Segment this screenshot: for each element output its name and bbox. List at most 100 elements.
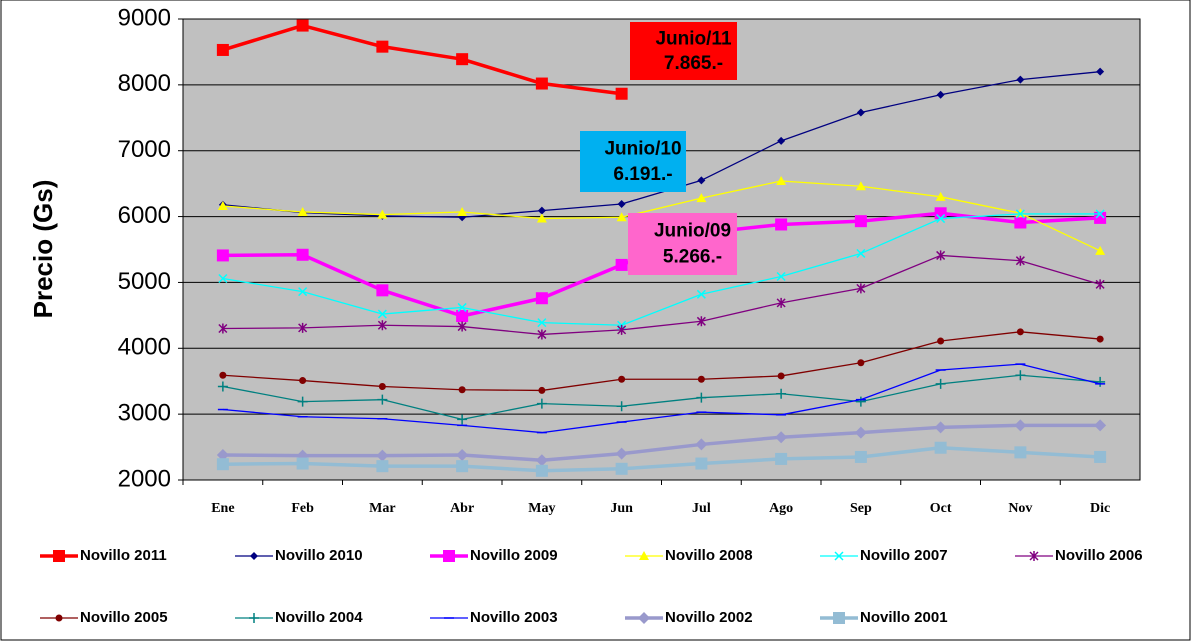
- y-tick-label: 9000: [118, 4, 171, 31]
- marker: [776, 271, 786, 282]
- marker: [535, 77, 548, 90]
- marker: [298, 322, 308, 333]
- marker: [856, 108, 865, 117]
- marker: [55, 614, 63, 622]
- legend-label: Novillo 2008: [665, 547, 753, 564]
- legend-label: Novillo 2011: [80, 547, 167, 564]
- marker: [1014, 446, 1027, 459]
- marker: [376, 449, 389, 462]
- y-tick-label: 3000: [118, 399, 171, 426]
- marker: [1094, 419, 1107, 432]
- marker: [457, 321, 467, 332]
- marker: [854, 450, 867, 463]
- series: [216, 19, 628, 100]
- x-tick-label: Ene: [211, 501, 234, 516]
- marker: [376, 460, 389, 473]
- series-line: [222, 423, 1101, 462]
- marker: [535, 292, 548, 305]
- series: [218, 250, 1105, 340]
- marker: [617, 324, 627, 335]
- marker: [377, 320, 387, 331]
- marker: [856, 283, 866, 294]
- series-line: [222, 363, 1101, 434]
- x-tick-label: Ago: [769, 501, 793, 516]
- marker: [639, 551, 649, 560]
- series-line: [222, 180, 1101, 252]
- marker: [1014, 216, 1027, 229]
- marker: [937, 337, 945, 345]
- series: [216, 441, 1107, 477]
- marker: [775, 431, 788, 444]
- series: [217, 176, 1106, 255]
- series: [217, 370, 1106, 425]
- marker: [1014, 419, 1027, 432]
- marker: [216, 458, 229, 471]
- marker: [298, 287, 308, 297]
- marker: [1029, 551, 1039, 561]
- legend-label: Novillo 2004: [275, 609, 363, 626]
- y-tick-label: 6000: [118, 202, 171, 229]
- marker: [615, 258, 628, 271]
- marker: [695, 457, 708, 470]
- marker: [536, 398, 547, 409]
- series-line: [222, 374, 1101, 421]
- series-line: [222, 71, 1101, 218]
- marker: [777, 372, 785, 380]
- marker: [695, 438, 708, 451]
- marker: [854, 215, 867, 228]
- y-tick-label: 4000: [118, 334, 171, 361]
- series-line: [222, 23, 622, 96]
- x-tick-label: Dic: [1090, 501, 1110, 516]
- series: [219, 328, 1104, 394]
- marker: [616, 212, 627, 222]
- marker: [855, 396, 866, 407]
- annotation-text: Junio/11: [655, 28, 731, 49]
- marker: [297, 206, 308, 216]
- marker: [854, 426, 867, 439]
- marker: [296, 457, 309, 470]
- x-tick-label: Oct: [930, 501, 952, 516]
- marker: [216, 448, 229, 461]
- annotation-text: Junio/09: [654, 221, 731, 242]
- marker: [217, 381, 228, 392]
- legend-label: Novillo 2003: [470, 609, 558, 626]
- marker: [1095, 245, 1106, 255]
- marker: [217, 201, 228, 211]
- marker: [296, 248, 309, 261]
- marker: [934, 441, 947, 454]
- marker: [218, 323, 228, 334]
- marker: [934, 421, 947, 434]
- marker: [377, 394, 388, 405]
- marker: [376, 284, 389, 297]
- marker: [377, 309, 387, 319]
- marker: [936, 90, 945, 99]
- legend-label: Novillo 2001: [860, 609, 948, 626]
- marker: [776, 388, 787, 399]
- marker: [775, 218, 788, 231]
- annotation-box: [630, 22, 737, 80]
- marker: [535, 454, 548, 467]
- legend-label: Novillo 2002: [665, 609, 753, 626]
- y-axis-label: Precio (Gs): [28, 180, 58, 319]
- marker: [936, 214, 946, 224]
- marker: [618, 375, 626, 383]
- x-tick-label: May: [528, 501, 555, 516]
- marker: [378, 382, 386, 390]
- series: [218, 209, 1105, 330]
- marker: [537, 206, 546, 215]
- marker: [1096, 67, 1105, 76]
- marker: [537, 329, 547, 340]
- marker: [216, 43, 229, 56]
- marker: [696, 316, 706, 327]
- marker: [299, 377, 307, 385]
- marker: [457, 414, 468, 425]
- marker: [1016, 328, 1024, 336]
- annotation-text: 6.191.-: [613, 164, 672, 185]
- marker: [1095, 376, 1106, 387]
- marker: [376, 40, 389, 53]
- series-line: [222, 331, 1101, 392]
- marker: [538, 386, 546, 394]
- marker: [297, 396, 308, 407]
- plot-border: [182, 18, 1141, 481]
